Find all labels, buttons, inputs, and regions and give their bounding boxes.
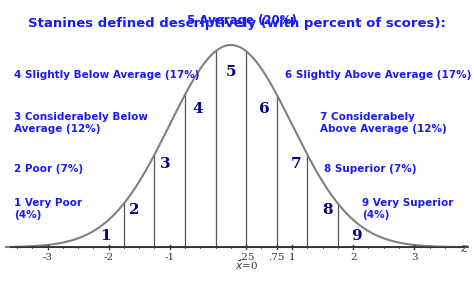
Text: 3: 3 [411, 253, 418, 262]
Text: 8 Superior (7%): 8 Superior (7%) [324, 164, 416, 174]
Text: .25: .25 [238, 253, 255, 262]
Text: 9: 9 [351, 229, 362, 243]
Text: 4 Slightly Below Average (17%): 4 Slightly Below Average (17%) [14, 70, 200, 80]
Text: 5 Average (20%): 5 Average (20%) [187, 14, 297, 27]
Text: 9 Very Superior
(4%): 9 Very Superior (4%) [362, 198, 454, 220]
Text: 1: 1 [289, 253, 295, 262]
Text: 7: 7 [291, 157, 301, 170]
Text: 3 Considerabely Below
Average (12%): 3 Considerabely Below Average (12%) [14, 112, 148, 134]
Text: 8: 8 [322, 203, 333, 217]
Text: -1: -1 [164, 253, 175, 262]
Text: z: z [460, 242, 467, 255]
Text: 3: 3 [160, 157, 171, 170]
Text: $\bar{x}$=0: $\bar{x}$=0 [235, 260, 258, 272]
Text: 6 Slightly Above Average (17%): 6 Slightly Above Average (17%) [285, 70, 471, 80]
Text: 1 Very Poor
(4%): 1 Very Poor (4%) [14, 198, 82, 220]
Text: 2 Poor (7%): 2 Poor (7%) [14, 164, 83, 174]
Text: .75: .75 [268, 253, 285, 262]
Text: 6: 6 [259, 102, 270, 116]
Text: -3: -3 [43, 253, 53, 262]
Text: 2: 2 [350, 253, 356, 262]
Text: 7 Considerabely
Above Average (12%): 7 Considerabely Above Average (12%) [319, 112, 446, 134]
Text: -2: -2 [104, 253, 114, 262]
Text: 4: 4 [192, 102, 202, 116]
Text: 1: 1 [100, 229, 111, 243]
Text: Stanines defined descriptively (with percent of scores):: Stanines defined descriptively (with per… [28, 17, 446, 30]
Text: 2: 2 [129, 203, 139, 217]
Text: 5: 5 [226, 65, 236, 79]
